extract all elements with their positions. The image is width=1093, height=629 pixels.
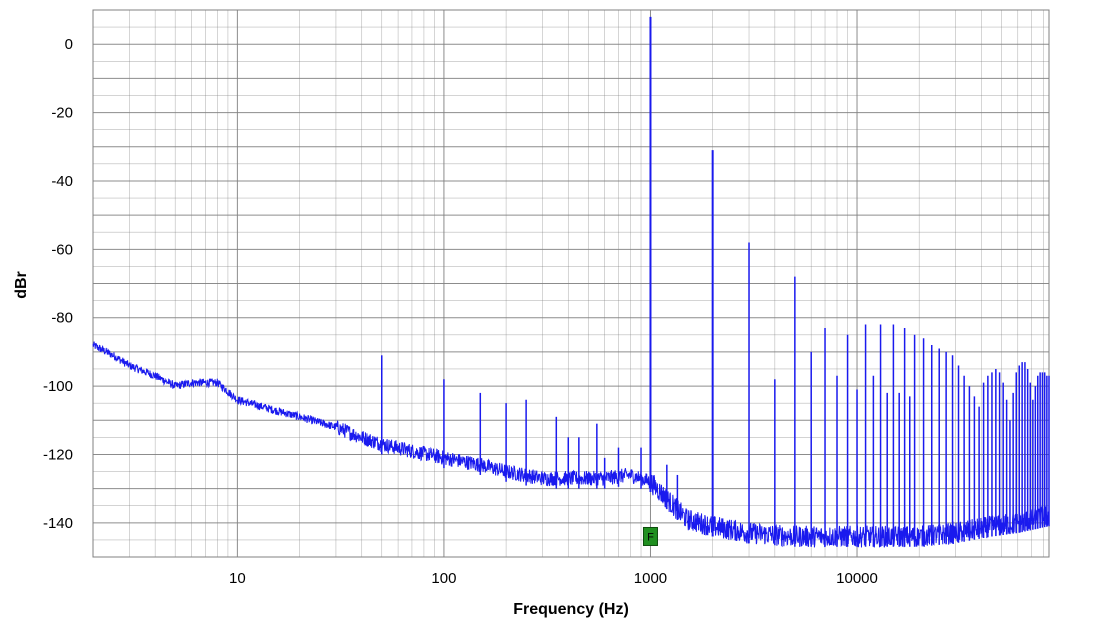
x-tick-label: 10 [229, 570, 246, 587]
y-tick-label: -20 [51, 105, 73, 122]
y-tick-label: -100 [43, 378, 73, 395]
marker-box [642, 526, 658, 546]
y-tick-label: -40 [51, 173, 73, 190]
major-grid [93, 9, 1049, 558]
y-tick-label: -60 [51, 241, 73, 258]
x-tick-labels: 10 100 1000 10000 [229, 570, 878, 587]
x-tick-label: 1000 [634, 570, 667, 587]
y-axis-title: dBr [13, 271, 30, 299]
y-tick-labels: 0 -20 -40 -60 -80 -100 -120 -140 [43, 36, 73, 532]
y-tick-label: -120 [43, 446, 73, 463]
x-tick-label: 10000 [836, 570, 878, 587]
noise-floor-trace [92, 341, 1050, 548]
spectrum-series [92, 16, 1050, 548]
y-tick-label: -80 [51, 310, 73, 327]
x-axis-title: Frequency (Hz) [513, 601, 629, 618]
x-tick-label: 100 [431, 570, 456, 587]
frequency-marker: F [642, 526, 658, 546]
y-tick-label: -140 [43, 515, 73, 532]
marker-label: F [647, 531, 654, 543]
y-tick-label: 0 [65, 36, 73, 53]
